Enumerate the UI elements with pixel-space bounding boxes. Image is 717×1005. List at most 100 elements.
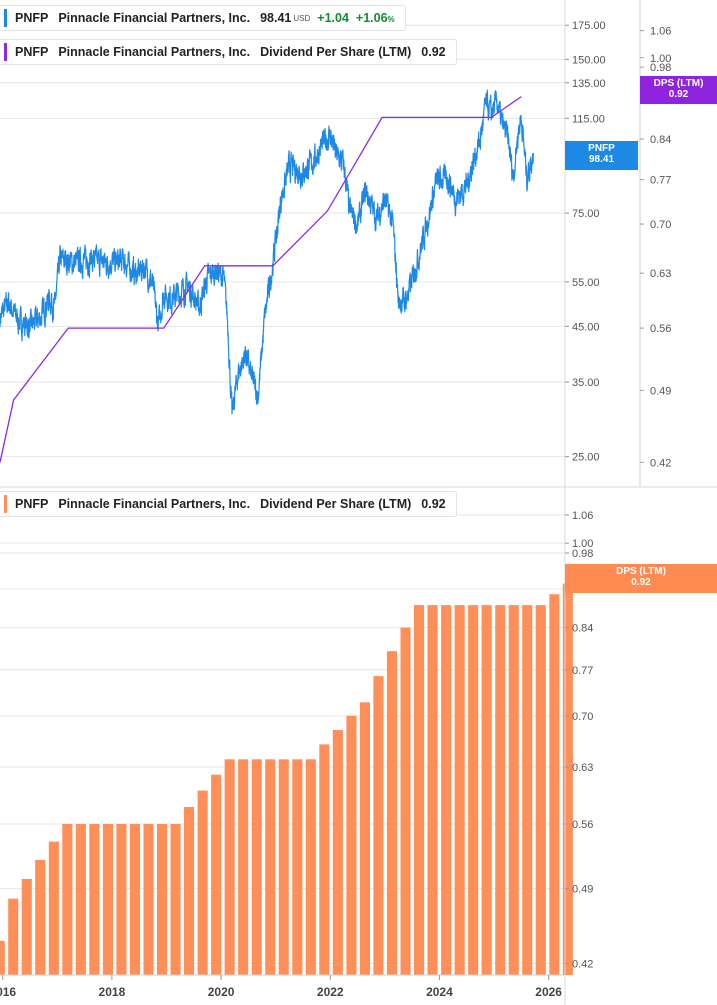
legend-company-name: Pinnacle Financial Partners, Inc. (58, 11, 251, 25)
legend-price-change-pct: +1.06% (356, 11, 395, 25)
dps-bar (211, 774, 222, 975)
dps-axis-label: 0.84 (650, 134, 671, 146)
dps-bar (373, 676, 384, 975)
bar-axis-label: 1.06 (572, 510, 593, 522)
price-axis-label: 25.00 (572, 452, 600, 464)
dps-bar (89, 824, 100, 975)
dps-bar (116, 824, 127, 975)
legend-metric-value: 0.92 (421, 497, 446, 511)
dps-tag-label: DPS (LTM) (653, 78, 704, 89)
dps-bar (522, 605, 533, 975)
dps-bar (197, 790, 208, 975)
legend-price-value: 98.41 (260, 11, 292, 25)
price-axis-label: 135.00 (572, 78, 606, 90)
dps-line-swatch (4, 43, 7, 61)
price-tag-value: 98.41 (588, 154, 615, 165)
dps-bar (562, 583, 573, 975)
dps-bar (8, 898, 19, 975)
dps-tag-value: 0.92 (668, 89, 689, 100)
dps-bar (495, 605, 506, 975)
bar-axis-label: 0.98 (572, 548, 593, 560)
x-axis-label: 2016 (0, 985, 16, 999)
price-axis-label: 115.00 (572, 113, 605, 125)
x-axis-label: 2024 (426, 985, 453, 999)
dps-axis-label: 0.56 (650, 323, 671, 335)
bar-axis-label: 0.49 (572, 884, 593, 896)
price-axis-label: 35.00 (572, 377, 600, 389)
legend-price-change-pct-value: +1.06 (355, 11, 388, 25)
dps-bar (184, 807, 195, 975)
legend-currency: USD (293, 13, 311, 23)
dps-bar (251, 759, 262, 975)
dps-bar (35, 859, 46, 975)
price-axis-label: 150.00 (572, 54, 606, 66)
price-series-swatch (4, 9, 7, 27)
dps-bar (400, 627, 411, 975)
dps-bar (129, 824, 140, 975)
dps-bar (386, 651, 397, 975)
dps-bar (454, 605, 465, 975)
price-axis-label: 55.00 (572, 277, 600, 289)
dps-bar (48, 841, 59, 975)
dps-bar (278, 759, 289, 975)
price-last-value-tag: PNFP 98.41 (565, 141, 638, 170)
dps-line-last-value-tag: DPS (LTM) 0.92 (640, 76, 717, 104)
dps-bar-tag-value: 0.92 (631, 577, 651, 588)
dps-bar (62, 824, 73, 975)
dps-bar (170, 824, 181, 975)
dps-bar (102, 824, 113, 975)
dps-bar (292, 759, 303, 975)
dps-bar-legend[interactable]: PNFP Pinnacle Financial Partners, Inc. D… (0, 491, 457, 517)
dps-bar (508, 605, 519, 975)
bar-axis-label: 0.63 (572, 762, 593, 774)
dps-axis-label: 0.63 (650, 268, 671, 280)
price-chart-panel (0, 24, 565, 463)
price-tag-symbol: PNFP (588, 143, 615, 154)
bar-axis-label: 0.84 (572, 623, 593, 635)
dps-bar (265, 759, 276, 975)
bar-axis-label: 0.77 (572, 665, 593, 677)
dps-bar-tag-label: DPS (LTM) (616, 566, 666, 577)
dps-bar (21, 878, 32, 975)
legend-symbol: PNFP (15, 45, 49, 59)
x-axis-label: 2018 (99, 985, 126, 999)
legend-price-change: +1.04 (317, 11, 349, 25)
dps-bar (346, 715, 357, 975)
dps-bar (319, 744, 330, 975)
dps-bar (481, 605, 492, 975)
dps-bar (427, 605, 438, 975)
dps-bar (535, 605, 546, 975)
dps-axis-label: 0.49 (650, 385, 671, 397)
legend-symbol: PNFP (15, 497, 49, 511)
dps-bar (157, 824, 168, 975)
dps-line-legend[interactable]: PNFP Pinnacle Financial Partners, Inc. D… (0, 39, 457, 65)
x-axis-label: 2026 (535, 985, 562, 999)
dps-axis-label: 1.00 (650, 53, 671, 65)
legend-pct-unit: % (387, 15, 395, 24)
dps-bar (359, 702, 370, 975)
legend-metric: Dividend Per Share (LTM) (260, 497, 412, 511)
legend-metric: Dividend Per Share (LTM) (260, 45, 412, 59)
dps-axis-label: 0.77 (650, 175, 671, 187)
dps-axis-label: 0.70 (650, 219, 671, 231)
price-series-line (0, 89, 534, 415)
bar-axis-label: 0.42 (572, 958, 593, 970)
x-axis-label: 2022 (317, 985, 344, 999)
bar-axis-label: 0.56 (572, 819, 593, 831)
legend-company-name: Pinnacle Financial Partners, Inc. (58, 497, 251, 511)
price-axis-label: 45.00 (572, 321, 600, 333)
legend-company-name: Pinnacle Financial Partners, Inc. (58, 45, 251, 59)
x-axis-label: 2020 (208, 985, 235, 999)
bar-axis-label: 1.00 (572, 538, 593, 550)
legend-symbol: PNFP (15, 11, 49, 25)
dps-axis-label: 0.98 (650, 62, 671, 74)
dps-bar (143, 824, 154, 975)
dps-bar (0, 940, 5, 975)
price-legend[interactable]: PNFP Pinnacle Financial Partners, Inc. 9… (0, 5, 406, 31)
dps-bar (332, 730, 343, 975)
legend-metric-value: 0.92 (421, 45, 446, 59)
dps-bar (305, 759, 316, 975)
dps-bar (75, 824, 86, 975)
